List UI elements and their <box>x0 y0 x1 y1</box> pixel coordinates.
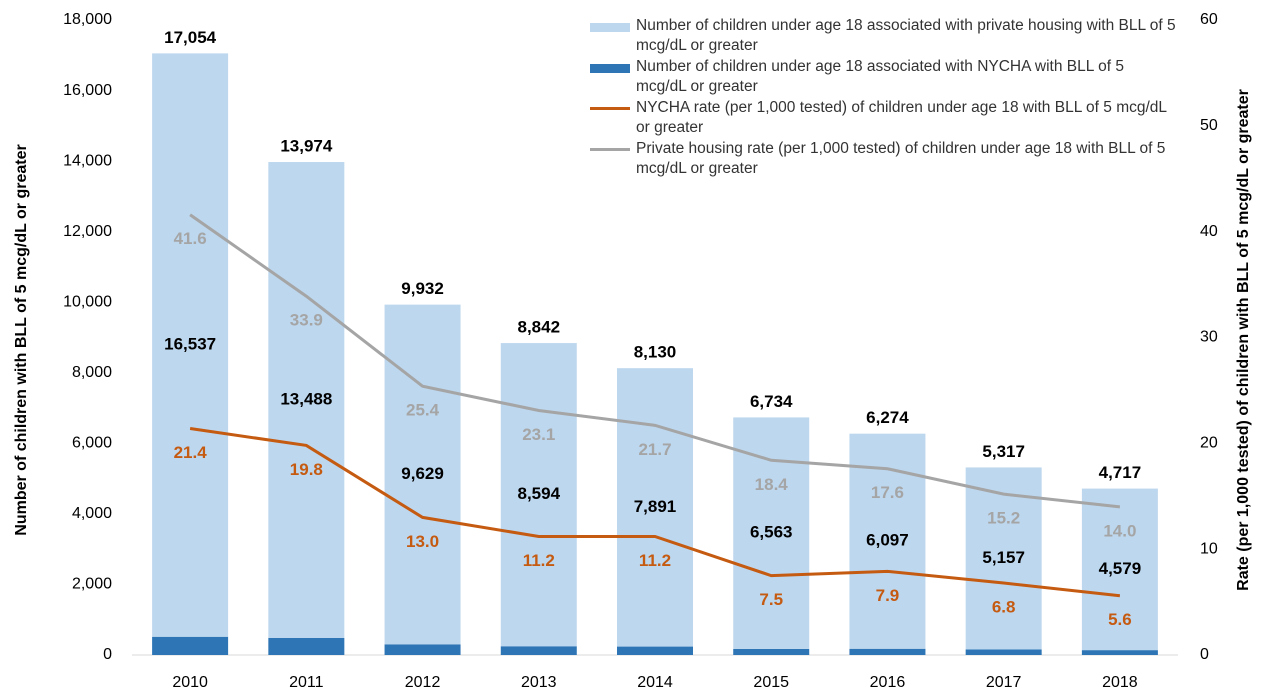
line-value-label: 21.7 <box>638 440 671 459</box>
line-value-label: 33.9 <box>290 311 323 330</box>
bar-segment <box>268 637 345 655</box>
y-tick-label: 4,000 <box>72 505 112 522</box>
bar-segment <box>500 343 577 647</box>
legend-label: Number of children under age 18 associat… <box>636 17 1176 54</box>
y2-tick-label: 40 <box>1200 223 1218 240</box>
legend-swatch <box>590 148 630 151</box>
y2-tick-label: 30 <box>1200 329 1218 346</box>
bar-segment <box>1081 650 1158 655</box>
total-label: 5,317 <box>982 442 1025 461</box>
y-tick-label: 6,000 <box>72 435 112 452</box>
x-tick-label: 2016 <box>870 674 906 691</box>
x-tick-label: 2011 <box>289 674 324 691</box>
legend-item: Number of children under age 18 associat… <box>590 16 1190 56</box>
legend-label: NYCHA rate (per 1,000 tested) of childre… <box>636 99 1167 136</box>
y-axis-title: Number of children with BLL of 5 mcg/dL … <box>13 144 30 535</box>
y-tick-label: 16,000 <box>63 82 112 99</box>
line-value-label: 14.0 <box>1103 521 1136 540</box>
bar-segment <box>152 53 229 637</box>
y2-tick-label: 60 <box>1200 11 1218 28</box>
x-tick-label: 2013 <box>521 674 557 691</box>
bar-segment <box>733 648 810 655</box>
y2-axis-title: Rate (per 1,000 tested) of children with… <box>1235 89 1252 591</box>
legend-label: Number of children under age 18 associat… <box>636 58 1124 95</box>
bar-segment <box>849 648 926 655</box>
bar-segment <box>617 368 693 647</box>
y2-tick-label: 0 <box>1200 646 1209 663</box>
y-tick-label: 10,000 <box>63 293 112 310</box>
y-tick-label: 14,000 <box>63 152 112 169</box>
line-value-label: 41.6 <box>174 229 207 248</box>
line-value-label: 6.8 <box>992 598 1016 617</box>
line-value-label: 17.6 <box>871 483 904 502</box>
bar-segment <box>965 649 1042 655</box>
total-label: 17,054 <box>164 28 217 47</box>
line-value-label: 21.4 <box>174 443 208 462</box>
bar-segment <box>152 636 229 655</box>
total-label: 6,734 <box>750 392 793 411</box>
total-label: 8,842 <box>518 318 561 337</box>
bar-segment <box>500 646 577 655</box>
bar-value-label: 13,488 <box>280 389 332 408</box>
x-tick-label: 2014 <box>637 674 673 691</box>
legend-swatch <box>590 23 630 32</box>
bar-segment <box>384 644 461 655</box>
y2-tick-label: 20 <box>1200 435 1218 452</box>
legend-swatch <box>590 107 630 110</box>
total-label: 9,932 <box>401 279 444 298</box>
line-value-label: 7.9 <box>876 586 900 605</box>
legend-label: Private housing rate (per 1,000 tested) … <box>636 140 1166 177</box>
line-value-label: 18.4 <box>755 475 789 494</box>
x-tick-label: 2018 <box>1102 674 1138 691</box>
line-value-label: 5.6 <box>1108 610 1132 629</box>
total-label: 6,274 <box>866 408 909 427</box>
line-value-label: 11.2 <box>523 551 555 570</box>
x-tick-label: 2015 <box>753 674 789 691</box>
y-tick-label: 18,000 <box>63 11 112 28</box>
line-series <box>189 427 1121 598</box>
line-value-label: 7.5 <box>759 590 783 609</box>
line-value-label: 13.0 <box>406 532 439 551</box>
x-tick-label: 2017 <box>986 674 1022 691</box>
line-value-label: 23.1 <box>522 425 555 444</box>
y2-tick-label: 10 <box>1200 540 1218 557</box>
y-tick-label: 0 <box>103 646 112 663</box>
legend-item: Private housing rate (per 1,000 tested) … <box>590 139 1190 179</box>
line-value-label: 19.8 <box>290 460 323 479</box>
line-value-label: 11.2 <box>639 551 671 570</box>
bar-value-label: 9,629 <box>401 464 444 483</box>
y-tick-label: 2,000 <box>72 576 112 593</box>
line-series <box>189 213 1121 509</box>
total-label: 13,974 <box>280 137 333 156</box>
total-label: 8,130 <box>634 343 677 362</box>
legend-swatch <box>590 64 630 73</box>
line-value-label: 25.4 <box>406 401 440 420</box>
bar-value-label: 5,157 <box>982 548 1025 567</box>
bar-value-label: 6,563 <box>750 523 793 542</box>
x-tick-label: 2010 <box>172 674 208 691</box>
bar-segment <box>384 304 461 645</box>
legend-item: NYCHA rate (per 1,000 tested) of childre… <box>590 98 1190 138</box>
y-tick-label: 8,000 <box>72 364 112 381</box>
legend: Number of children under age 18 associat… <box>590 16 1190 180</box>
bar-segment <box>617 646 693 655</box>
bar-segment <box>1081 488 1158 651</box>
bar-value-label: 6,097 <box>866 531 909 550</box>
x-tick-label: 2012 <box>405 674 441 691</box>
bar-value-label: 4,579 <box>1099 559 1142 578</box>
line-value-label: 15.2 <box>987 509 1020 528</box>
y2-tick-label: 50 <box>1200 117 1218 134</box>
bar-value-label: 8,594 <box>518 484 561 503</box>
bar-value-label: 16,537 <box>164 335 216 354</box>
legend-item: Number of children under age 18 associat… <box>590 57 1190 97</box>
total-label: 4,717 <box>1099 463 1142 482</box>
bar-value-label: 7,891 <box>634 497 677 516</box>
bar-segment <box>268 162 345 638</box>
y-tick-label: 12,000 <box>63 223 112 240</box>
bar-segment <box>733 417 810 649</box>
